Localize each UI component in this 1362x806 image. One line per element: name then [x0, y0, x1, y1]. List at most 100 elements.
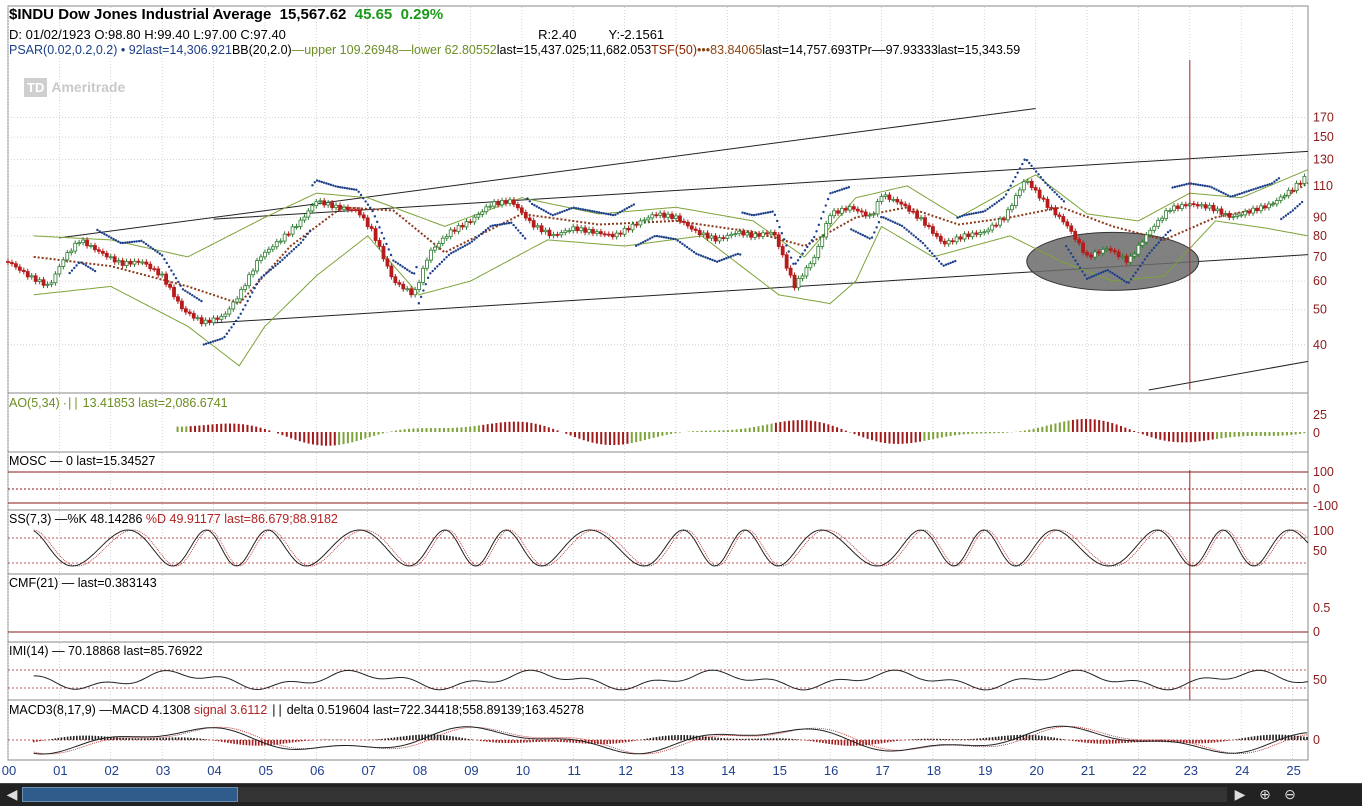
- time-scrollbar[interactable]: ◀ ▶ ⊕ ⊖: [0, 783, 1362, 806]
- psar-dot: [633, 203, 635, 205]
- macd-histogram: [33, 734, 1308, 745]
- macd-bar: [1103, 740, 1105, 744]
- candle-body: [1093, 252, 1096, 257]
- candle-body: [912, 211, 915, 212]
- ao-bar: [784, 421, 786, 432]
- ao-bar: [862, 432, 864, 437]
- psar-dot: [360, 194, 362, 196]
- psar-dot: [739, 253, 741, 255]
- macd-bar: [828, 740, 830, 744]
- macd-bar: [844, 740, 846, 746]
- candle-body: [900, 202, 903, 204]
- candle-body: [1267, 204, 1270, 208]
- macd-bar: [465, 738, 467, 740]
- psar-dot: [707, 257, 709, 259]
- macd-bar: [412, 735, 414, 740]
- psar-dot: [501, 223, 503, 225]
- candle-body: [208, 320, 211, 322]
- ao-bar: [1089, 419, 1091, 432]
- zoom-in-icon[interactable]: ⊕: [1255, 786, 1275, 803]
- ao-bar: [1124, 428, 1126, 432]
- candle-body: [773, 232, 776, 234]
- psar-dot: [374, 215, 376, 217]
- macd-bar: [199, 739, 201, 740]
- candle-body: [868, 215, 871, 216]
- psar-dot: [783, 238, 785, 240]
- psar-dot: [251, 291, 253, 293]
- ao-bar: [1076, 419, 1078, 432]
- y-tick-label: 150: [1313, 130, 1334, 144]
- psar-dot: [496, 224, 498, 226]
- psar-dot: [845, 187, 847, 189]
- psar-dot: [1204, 185, 1206, 187]
- psar-dot: [397, 262, 399, 264]
- macd-label: MACD3(8,17,9): [9, 703, 96, 717]
- scroll-left-icon[interactable]: ◀: [2, 786, 22, 803]
- candle-body: [837, 211, 840, 213]
- psar-dot: [776, 220, 778, 222]
- candle-body: [1046, 199, 1049, 207]
- candle-body: [1078, 239, 1081, 243]
- macd-bar: [973, 739, 975, 740]
- ao-bar: [452, 428, 454, 432]
- candle-body: [252, 271, 255, 275]
- x-tick-label: 07: [361, 763, 375, 778]
- candle-body: [852, 207, 855, 210]
- ao-bar: [465, 427, 467, 432]
- ao-bar: [1098, 420, 1100, 432]
- ao-bar: [1220, 432, 1222, 438]
- ao-bar: [220, 424, 222, 432]
- psar-dot: [848, 186, 850, 188]
- ao-bar: [369, 432, 371, 437]
- candle-body: [690, 226, 693, 229]
- psar-dot: [420, 296, 422, 298]
- x-tick-label: 24: [1235, 763, 1249, 778]
- x-tick-label: 16: [824, 763, 838, 778]
- psar-dot: [1257, 187, 1259, 189]
- candle-body: [1236, 215, 1239, 216]
- psar-dot: [247, 300, 249, 302]
- scroll-track[interactable]: [22, 787, 1227, 802]
- psar-dot: [695, 253, 697, 255]
- psar-dot: [799, 256, 801, 258]
- macd-bar: [418, 735, 420, 740]
- psar-dot: [332, 184, 334, 186]
- ao-bar: [399, 430, 401, 432]
- candle-body: [1149, 230, 1152, 235]
- psar-dot: [570, 207, 572, 209]
- candle-body: [70, 251, 73, 253]
- scroll-right-icon[interactable]: ▶: [1230, 786, 1250, 803]
- ao-bar: [644, 432, 646, 440]
- readout-low: L:97.00: [193, 27, 236, 42]
- scroll-thumb[interactable]: [22, 787, 238, 802]
- candle-body: [366, 218, 369, 227]
- macd-bar: [964, 739, 966, 740]
- candle-body: [1034, 188, 1037, 190]
- psar-dot: [226, 333, 228, 335]
- macd-bar: [958, 739, 960, 740]
- candle-body: [896, 199, 899, 202]
- psar-dot: [191, 294, 193, 296]
- psar-dot: [1192, 183, 1194, 185]
- ao-bar: [875, 432, 877, 441]
- psar-dot: [915, 236, 917, 238]
- zoom-out-icon[interactable]: ⊖: [1280, 786, 1300, 803]
- psar-dot: [623, 208, 625, 210]
- macd-bar: [952, 739, 954, 740]
- candle-body: [793, 275, 796, 288]
- ao-bar: [1277, 432, 1279, 436]
- psar-dot: [330, 184, 332, 186]
- ao-tick-label: 0: [1313, 426, 1320, 440]
- ao-bar: [591, 432, 593, 443]
- psar-dot: [388, 248, 390, 250]
- ao-bar: [557, 430, 559, 432]
- x-tick-label: 03: [156, 763, 170, 778]
- ao-bar: [474, 426, 476, 432]
- macd-bar: [1195, 740, 1197, 743]
- psar-dot: [364, 200, 366, 202]
- macd-bar: [526, 740, 528, 742]
- candle-body: [607, 234, 610, 235]
- candle-body: [42, 280, 45, 286]
